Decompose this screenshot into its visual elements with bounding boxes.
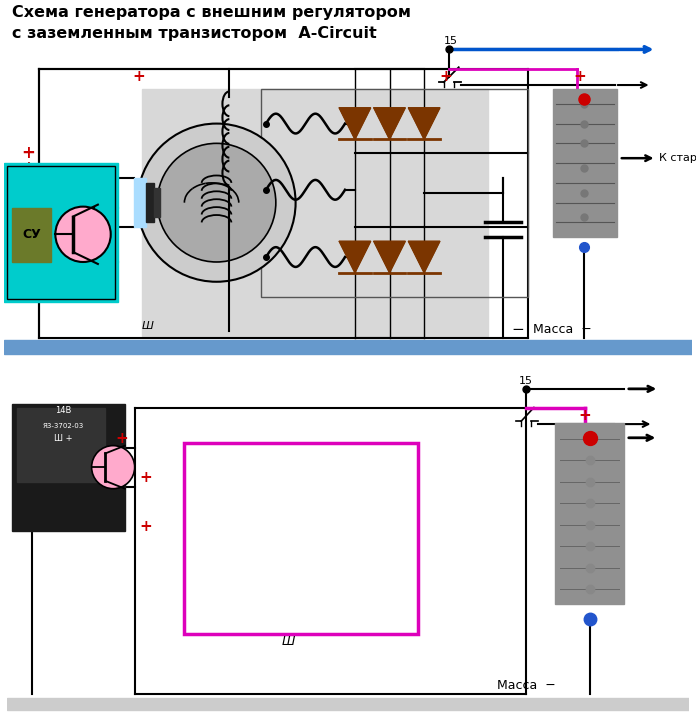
Text: +: +: [140, 519, 152, 533]
Text: с заземленным транзистором  A-Circuit: с заземленным транзистором A-Circuit: [12, 26, 377, 41]
Text: Ш +: Ш +: [54, 434, 72, 443]
Text: СУ: СУ: [22, 228, 41, 241]
Polygon shape: [374, 108, 405, 139]
Polygon shape: [339, 108, 371, 139]
Polygon shape: [409, 108, 440, 139]
Text: +: +: [573, 69, 586, 84]
Text: Масса  −: Масса −: [533, 323, 592, 336]
Bar: [8, 698, 688, 710]
Bar: [134, 178, 146, 227]
Text: Ш: Ш: [141, 321, 153, 331]
Bar: [555, 423, 624, 604]
Text: Ш: Ш: [281, 636, 295, 649]
Bar: [7, 166, 115, 298]
Bar: [155, 188, 160, 217]
Polygon shape: [339, 242, 371, 273]
Text: Масса  −: Масса −: [497, 679, 555, 692]
Bar: [553, 89, 617, 237]
Text: 14В: 14В: [55, 406, 72, 416]
Polygon shape: [374, 242, 405, 273]
Text: −: −: [512, 322, 524, 337]
Polygon shape: [409, 242, 440, 273]
Text: +: +: [21, 159, 35, 177]
Text: 15: 15: [444, 37, 458, 47]
Bar: [261, 89, 528, 296]
Bar: [184, 443, 418, 633]
Bar: [146, 183, 155, 222]
Text: Я3-3702-03: Я3-3702-03: [42, 423, 84, 429]
Text: 15: 15: [519, 376, 533, 386]
Circle shape: [56, 206, 111, 262]
Text: +: +: [21, 145, 35, 162]
Circle shape: [137, 124, 296, 282]
Bar: [4, 163, 118, 301]
Text: +: +: [132, 69, 145, 84]
Text: К стартеру: К стартеру: [659, 153, 696, 163]
Circle shape: [157, 143, 276, 262]
Bar: [4, 340, 692, 354]
Text: +: +: [439, 69, 452, 84]
Circle shape: [92, 446, 134, 489]
Bar: [12, 208, 52, 262]
Text: +: +: [578, 408, 591, 423]
Bar: [143, 89, 489, 336]
Text: +: +: [115, 431, 128, 446]
Bar: [13, 403, 125, 531]
Text: Схема генератора с внешним регулятором: Схема генератора с внешним регулятором: [12, 5, 411, 20]
Text: +: +: [140, 470, 152, 485]
Bar: [17, 408, 105, 482]
